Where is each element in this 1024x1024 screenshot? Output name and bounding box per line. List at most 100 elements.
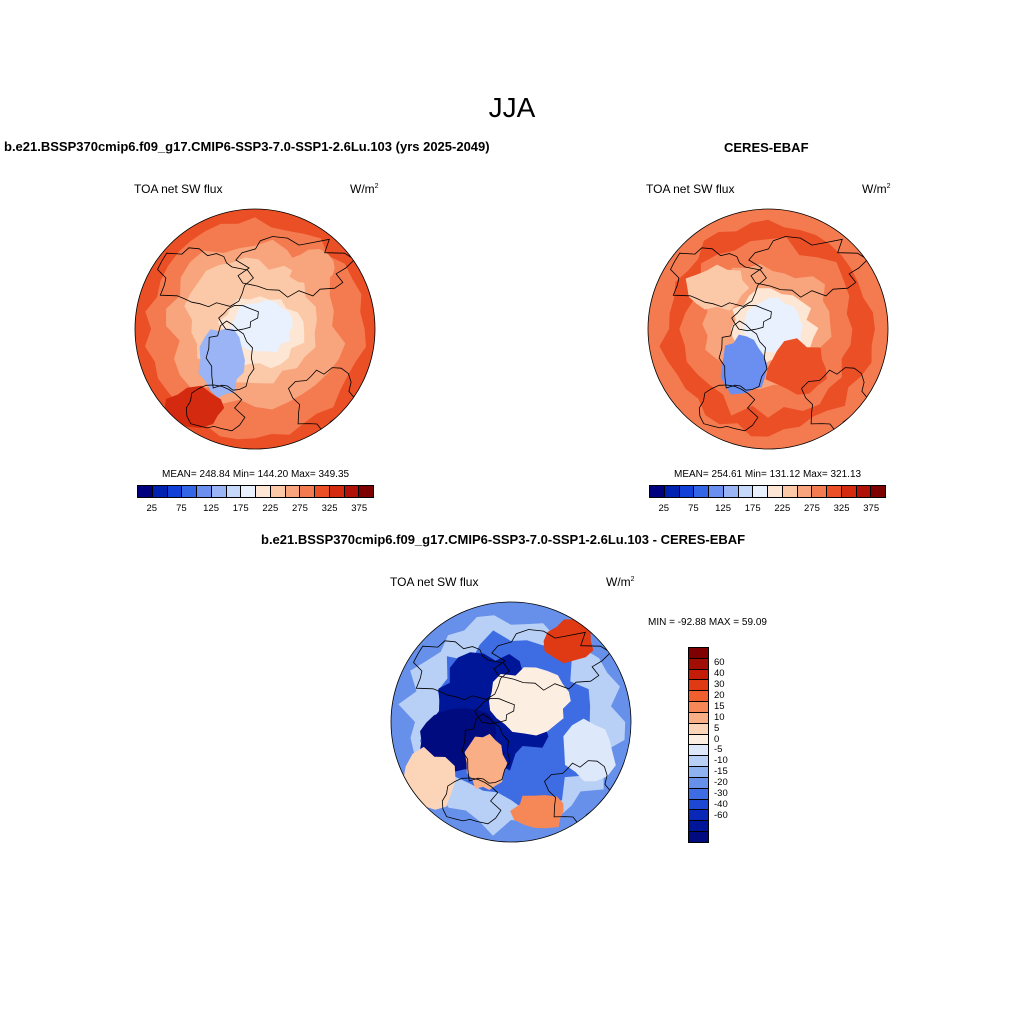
- panel-obs-variable-label: TOA net SW flux: [646, 182, 735, 196]
- colorbar-tick-label: 175: [232, 503, 249, 514]
- panel-model-stats: MEAN= 248.84 Min= 144.20 Max= 349.35: [162, 469, 350, 480]
- colorbar-swatch: [689, 810, 708, 822]
- colorbar-tick-label: 225: [262, 503, 279, 514]
- colorbar-swatch: [211, 486, 227, 497]
- colorbar-swatch: [152, 486, 168, 497]
- obs-polar-map: [647, 208, 889, 450]
- panel-model-colorbar: [137, 485, 374, 498]
- flux-contour-region: [289, 249, 335, 283]
- map-boundary: [647, 208, 889, 450]
- coastline: [157, 247, 254, 308]
- coastline: [491, 629, 612, 691]
- colorbar-swatch: [709, 486, 724, 497]
- colorbar-swatch: [256, 486, 271, 497]
- colorbar-swatch: [689, 658, 708, 670]
- colorbar-swatch: [197, 486, 212, 497]
- panel-model-variable-label: TOA net SW flux: [134, 182, 223, 196]
- colorbar-swatch: [871, 486, 885, 497]
- panel-obs-colorbar: [649, 485, 886, 498]
- coastline: [441, 777, 502, 825]
- colorbar-tick-label: 25: [146, 503, 158, 514]
- panel-obs-title: CERES-EBAF: [724, 140, 809, 155]
- flux-contour-region: [464, 733, 508, 790]
- colorbar-tick-label: -10: [714, 755, 728, 767]
- colorbar-swatch: [738, 486, 754, 497]
- model-polar-map: [134, 208, 376, 450]
- colorbar-swatch: [856, 486, 872, 497]
- panel-diff-units-label: W/m2: [606, 575, 635, 589]
- colorbar-swatch: [689, 767, 708, 778]
- colorbar-swatch: [241, 486, 256, 497]
- colorbar-swatch: [689, 756, 708, 768]
- colorbar-tick-label: 275: [292, 503, 308, 514]
- coastline: [731, 304, 772, 332]
- flux-contour-region: [489, 667, 571, 736]
- colorbar-tick-label: 375: [863, 503, 880, 514]
- coastline: [461, 713, 511, 784]
- colorbar-swatch: [689, 702, 708, 713]
- colorbar-tick-label: 0: [714, 733, 720, 745]
- diff-polar-map: [390, 601, 632, 843]
- colorbar-tick-label: -30: [714, 788, 728, 799]
- colorbar-tick-label: -5: [714, 744, 723, 756]
- coastline: [670, 247, 767, 308]
- colorbar-swatch: [182, 486, 197, 497]
- colorbar-tick-label: 275: [804, 503, 820, 514]
- colorbar-swatch: [315, 486, 330, 497]
- coastline: [748, 236, 869, 298]
- flux-contour-region: [765, 338, 827, 395]
- coastline: [413, 640, 510, 701]
- colorbar-swatch: [689, 821, 708, 833]
- colorbar-swatch: [285, 486, 301, 497]
- colorbar-swatch: [689, 680, 708, 692]
- coastline: [698, 384, 759, 432]
- colorbar-swatch: [782, 486, 798, 497]
- panel-diff-variable-label: TOA net SW flux: [390, 575, 479, 589]
- colorbar-tick-label: 10: [714, 711, 725, 723]
- colorbar-swatch: [689, 745, 708, 757]
- colorbar-tick-label: 5: [714, 722, 720, 734]
- colorbar-tick-label: -20: [714, 777, 728, 789]
- panel-obs-units-label: W/m2: [862, 182, 891, 196]
- colorbar-swatch: [689, 777, 708, 789]
- colorbar-tick-label: -15: [714, 766, 728, 778]
- colorbar-swatch: [689, 669, 708, 681]
- colorbar-swatch: [841, 486, 857, 497]
- flux-contour-region: [164, 385, 225, 428]
- colorbar-tick-label: 125: [203, 503, 219, 514]
- panel-model-units-label: W/m2: [350, 182, 379, 196]
- panel-diff-colorbar: [688, 647, 709, 843]
- colorbar-tick-label: 75: [688, 503, 699, 514]
- flux-contour-region: [720, 334, 768, 395]
- coastline: [218, 304, 259, 332]
- colorbar-swatch: [226, 486, 242, 497]
- panel-diff-colorbar-ticks: 60 40 30 20 15 10 5 0 -5 -10 -15 -20 -30 -40 -60: [714, 647, 754, 843]
- colorbar-swatch: [650, 486, 665, 497]
- colorbar-tick-label: 60: [714, 657, 725, 669]
- coastline: [235, 236, 356, 298]
- panel-model-title: b.e21.BSSP370cmip6.f09_g17.CMIP6-SSP3-7.…: [4, 139, 490, 154]
- colorbar-swatch: [768, 486, 783, 497]
- colorbar-tick-label: -60: [714, 809, 728, 821]
- colorbar-swatch: [138, 486, 153, 497]
- colorbar-swatch: [723, 486, 739, 497]
- colorbar-swatch: [270, 486, 286, 497]
- colorbar-swatch: [797, 486, 813, 497]
- colorbar-tick-label: 20: [714, 690, 725, 701]
- coastline: [185, 384, 246, 432]
- colorbar-swatch: [827, 486, 842, 497]
- colorbar-tick-label: 75: [176, 503, 187, 514]
- colorbar-swatch: [344, 486, 360, 497]
- coastline: [205, 320, 255, 391]
- colorbar-swatch: [689, 648, 708, 659]
- colorbar-tick-label: 15: [714, 700, 725, 712]
- flux-contour-region: [543, 619, 594, 664]
- map-boundary: [390, 601, 632, 843]
- colorbar-swatch: [689, 788, 708, 800]
- coastline: [474, 697, 515, 725]
- colorbar-swatch: [300, 486, 315, 497]
- colorbar-swatch: [329, 486, 345, 497]
- season-title: JJA: [488, 92, 536, 123]
- colorbar-tick-label: 325: [833, 503, 850, 514]
- colorbar-swatch: [689, 799, 708, 811]
